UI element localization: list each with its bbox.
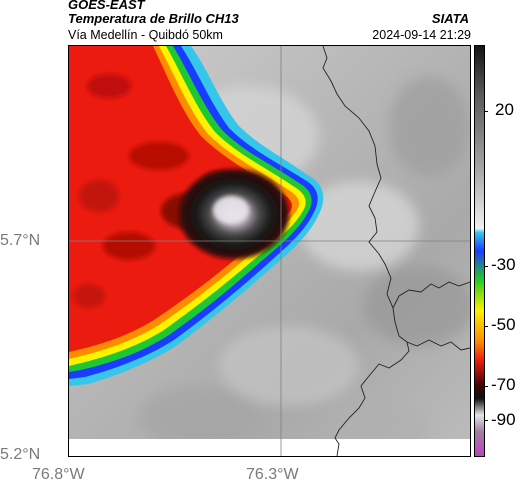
colorbar-label-minus30: -30: [491, 255, 516, 274]
lat-label-5-2: 5.2°N: [0, 446, 41, 463]
colorbar-gradient: [475, 46, 484, 456]
boundary-line-east: [406, 339, 470, 351]
region-label: Vía Medellín - Quibdó 50km: [68, 28, 223, 42]
boundary-line-west: [392, 281, 470, 309]
agency-label: GOES-EAST: [68, 0, 145, 12]
colorbar-tick: [484, 326, 488, 327]
cold-core-inner: [213, 196, 249, 224]
product-title: Temperatura de Brillo CH13: [68, 11, 239, 26]
satellite-map[interactable]: [68, 45, 471, 457]
boundary-line-north: [322, 46, 408, 343]
boundary-line-south: [334, 341, 410, 456]
colorbar-label-minus70: -70: [491, 375, 516, 394]
lat-label-5-7: 5.7°N: [0, 232, 41, 249]
colorbar-tick: [484, 420, 488, 421]
colorbar-label-minus50: -50: [491, 315, 516, 334]
lon-label-76-3: 76.3°W: [246, 466, 299, 483]
colorbar-tick: [484, 266, 488, 267]
timestamp-label: 2024-09-14 21:29: [372, 28, 471, 42]
colorbar-label-20: 20: [495, 100, 514, 119]
no-data-strip: [69, 439, 470, 456]
colorbar-label-minus90: -90: [491, 410, 516, 429]
lon-label-76-8: 76.8°W: [32, 466, 85, 483]
colorbar-tick: [484, 386, 488, 387]
colorbar-tick: [484, 111, 488, 112]
map-canvas: [69, 46, 470, 456]
organization-label: SIATA: [431, 11, 469, 26]
colorbar: [474, 45, 485, 457]
